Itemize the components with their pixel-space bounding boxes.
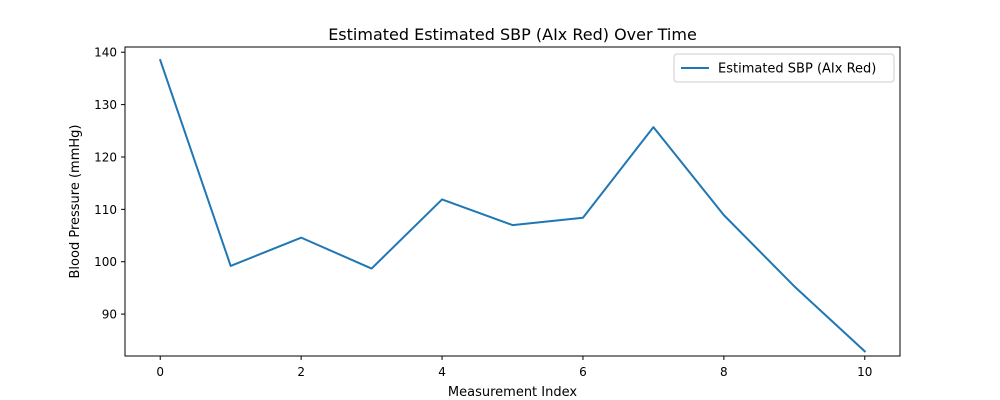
x-axis-label: Measurement Index (448, 385, 577, 400)
legend: Estimated SBP (AIx Red) (673, 53, 895, 83)
y-tick-label: 130 (94, 98, 117, 112)
legend-box (673, 53, 895, 83)
y-tick-label: 90 (102, 308, 117, 322)
x-axis-ticks: 0 2 4 6 8 10 (156, 356, 872, 379)
plot-area-frame (124, 46, 901, 357)
y-tick-label: 120 (94, 150, 117, 164)
x-tick-label: 2 (297, 365, 305, 379)
y-tick-label: 100 (94, 255, 117, 269)
x-tick-label: 4 (438, 365, 446, 379)
y-tick-label: 140 (94, 46, 117, 60)
y-tick-label: 110 (94, 203, 117, 217)
legend-entry-label: Estimated SBP (AIx Red) (718, 62, 876, 77)
x-tick-label: 8 (720, 365, 728, 379)
x-tick-label: 10 (857, 365, 872, 379)
y-axis-ticks: 90 100 110 120 130 140 (94, 46, 125, 322)
series-layer (158, 58, 867, 353)
x-tick-label: 6 (579, 365, 587, 379)
x-tick-label: 0 (156, 365, 164, 379)
y-axis-label: Blood Pressure (mmHg) (68, 125, 83, 279)
chart-title: Estimated Estimated SBP (AIx Red) Over T… (328, 25, 697, 44)
